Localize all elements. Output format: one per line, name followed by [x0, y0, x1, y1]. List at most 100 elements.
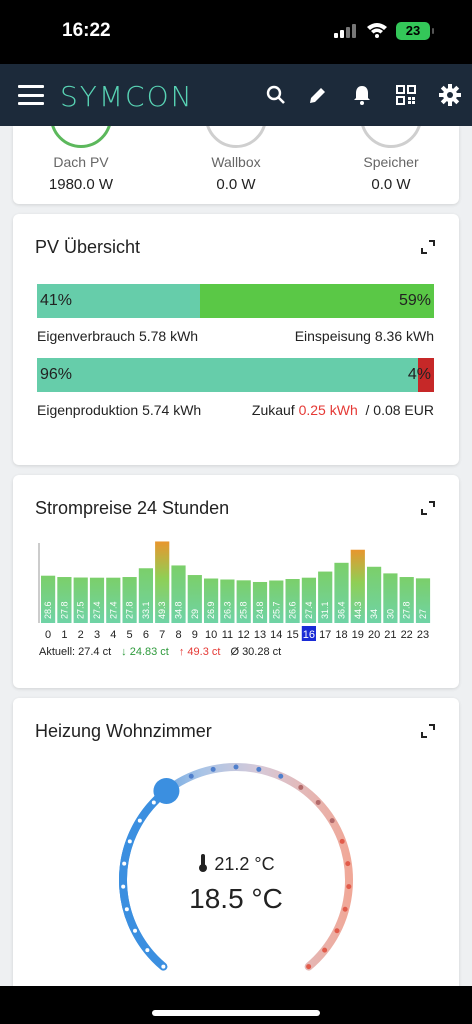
min-price: ↓ 24.83 ct	[121, 646, 169, 658]
bell-icon[interactable]	[350, 83, 374, 107]
home-indicator[interactable]	[152, 1010, 320, 1016]
dial-tick	[210, 766, 216, 772]
dial-tick	[278, 773, 284, 779]
energy-card: Dach PV 1980.0 W Wallbox 0.0 W Speicher …	[13, 126, 459, 204]
avg-price: Ø 30.28 ct	[230, 646, 282, 658]
energy-item-value: 0.0 W	[216, 176, 256, 193]
dial-tick	[137, 818, 142, 823]
price-bar	[252, 581, 268, 623]
dial-tick	[256, 766, 262, 772]
energy-item: Dach PV 1980.0 W	[13, 154, 151, 193]
zukauf-group: Zukauf 0.25 kWh / 0.08 EUR	[252, 402, 434, 418]
dial-tick	[345, 861, 351, 867]
hour-tick-label: 5	[127, 629, 133, 641]
menu-icon[interactable]	[18, 85, 44, 105]
price-bar-chart: 28.6 0 27.8 1 27.5 2 27.4 3 27.4 4 27.8 5 33.1 6 49.3 7…	[38, 541, 431, 641]
price-bar	[350, 549, 365, 623]
price-bar	[399, 577, 414, 623]
bar-caption: Eigenproduktion 5.74 kWh Zukauf 0.25 kWh…	[37, 402, 434, 418]
gauge-wallbox	[205, 126, 267, 148]
hour-tick-label: 11	[222, 629, 233, 641]
price-bar-label: 34	[369, 609, 379, 619]
bar-segment-right: 59%	[199, 284, 434, 318]
dial-tick	[124, 907, 129, 912]
gauge-speicher	[360, 126, 422, 148]
dial-tick	[346, 884, 352, 890]
price-bar-label: 44.3	[353, 601, 363, 619]
hour-tick-label: 21	[384, 629, 396, 641]
price-bar-label: 29	[190, 609, 200, 619]
hour-tick-label: 10	[205, 629, 217, 641]
eigenproduktion-label: Eigenproduktion 5.74 kWh	[37, 402, 202, 418]
price-bar	[285, 579, 300, 623]
current-price: Aktuell: 27.4 ct	[39, 646, 112, 658]
bar-segment-left: 96%	[37, 358, 419, 392]
expand-icon[interactable]	[421, 501, 435, 515]
hour-tick-label: 2	[78, 629, 84, 641]
price-bar	[187, 575, 202, 623]
price-bar	[122, 577, 137, 623]
price-bar-label: 26.9	[206, 601, 216, 619]
price-legend: Aktuell: 27.4 ct ↓ 24.83 ct ↑ 49.3 ct Ø …	[39, 646, 281, 658]
card-title: PV Übersicht	[35, 237, 141, 257]
setpoint-knob[interactable]	[153, 777, 180, 804]
hour-tick-label: 0	[45, 629, 51, 641]
hour-tick-label: 23	[417, 629, 429, 641]
gear-icon[interactable]	[438, 83, 462, 107]
price-bar-label: 49.3	[157, 601, 167, 619]
zukauf-value: 0.25 kWh	[298, 402, 358, 418]
price-bar-label: 27.5	[76, 601, 86, 619]
price-bar-label: 27.8	[59, 601, 69, 619]
hour-tick-label: 18	[335, 629, 347, 641]
dial-tick	[188, 773, 194, 779]
electricity-prices-card: Strompreise 24 Stunden 28.6 0 27.8 1 27.5 2 27…	[13, 475, 459, 688]
hour-tick-label: 14	[270, 629, 282, 641]
hour-tick-label: 15	[286, 629, 298, 641]
expand-icon[interactable]	[421, 724, 435, 738]
brand-logo: SYMCON	[60, 80, 194, 113]
price-bar	[106, 577, 121, 623]
price-bar-label: 28.6	[43, 601, 53, 619]
hour-tick-label: 12	[238, 629, 250, 641]
price-bar-label: 30	[385, 609, 395, 619]
dial-tick	[127, 839, 132, 844]
dial-tick	[322, 947, 328, 953]
app-bar: SYMCON	[0, 64, 472, 126]
dial-tick	[122, 861, 127, 866]
price-bar	[204, 578, 219, 623]
status-time: 16:22	[62, 20, 111, 41]
hour-tick-label: 1	[61, 629, 67, 641]
hour-tick-label: 22	[401, 629, 413, 641]
thermostat-dial[interactable]	[13, 698, 459, 998]
price-bar-label: 27.8	[402, 601, 412, 619]
hour-tick-label: 8	[175, 629, 181, 641]
dial-tick	[133, 928, 138, 933]
gauge-dach-pv	[50, 126, 112, 148]
price-bar	[334, 562, 349, 623]
energy-item-label: Speicher	[363, 154, 419, 170]
hour-tick-label: 13	[254, 629, 266, 641]
expand-icon[interactable]	[421, 240, 435, 254]
price-bar-label: 27	[418, 609, 428, 619]
dial-tick	[334, 928, 340, 934]
card-title: Strompreise 24 Stunden	[35, 498, 230, 518]
price-bar-label: 27.4	[304, 601, 314, 619]
price-bar-label: 26.3	[222, 601, 232, 619]
edit-icon[interactable]	[306, 83, 330, 107]
price-bar	[171, 565, 186, 623]
price-bar	[89, 577, 105, 623]
setpoint-temperature: 18.5 °C	[189, 883, 283, 914]
search-icon[interactable]	[264, 83, 288, 107]
qr-code-icon[interactable]	[394, 83, 418, 107]
dial-tick	[315, 799, 321, 805]
dial-tick	[342, 906, 348, 912]
hour-tick-label: 4	[110, 629, 116, 641]
eigenverbrauch-bar: 41% 59%	[37, 284, 434, 318]
zukauf-separator: /	[365, 402, 370, 418]
eigenproduktion-bar: 96% 4%	[37, 358, 434, 392]
price-bar-label: 25.8	[239, 601, 249, 619]
price-bar-label: 31.1	[320, 601, 330, 619]
hour-tick-label: 3	[94, 629, 100, 641]
price-bar	[269, 580, 284, 623]
hour-tick-label: 20	[368, 629, 380, 641]
